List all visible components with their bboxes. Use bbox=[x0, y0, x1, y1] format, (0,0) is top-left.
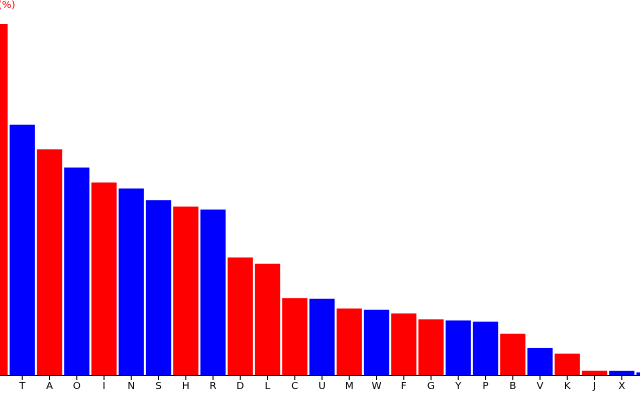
x-tick-label: R bbox=[210, 381, 217, 392]
bar bbox=[0, 23, 8, 376]
bar bbox=[9, 124, 35, 375]
bar bbox=[254, 263, 281, 375]
bar bbox=[36, 149, 63, 375]
x-tick-label: N bbox=[128, 381, 135, 392]
bar bbox=[581, 370, 608, 375]
bar bbox=[64, 167, 90, 375]
x-tick-label: V bbox=[537, 381, 544, 392]
x-tick-label: D bbox=[236, 381, 244, 392]
x-tick-label: J bbox=[592, 381, 596, 392]
bar bbox=[173, 206, 199, 375]
x-tick-label: W bbox=[372, 381, 382, 392]
x-tick-label: G bbox=[427, 381, 435, 392]
x-tick-label: X bbox=[618, 381, 625, 392]
x-tick-label: H bbox=[182, 381, 190, 392]
x-tick-label: U bbox=[318, 381, 325, 392]
bar bbox=[609, 370, 635, 375]
x-tick-label: Y bbox=[454, 381, 462, 392]
x-tick-label: L bbox=[265, 381, 271, 392]
bar bbox=[145, 200, 172, 375]
bar bbox=[636, 372, 640, 375]
x-tick-label: I bbox=[103, 381, 106, 392]
bar bbox=[418, 319, 444, 375]
bar bbox=[472, 321, 499, 375]
bar bbox=[500, 333, 526, 375]
bar bbox=[118, 188, 144, 375]
x-tick-label: T bbox=[18, 381, 26, 392]
bar bbox=[282, 298, 308, 375]
bar bbox=[391, 313, 417, 375]
x-tick-label: F bbox=[401, 381, 407, 392]
x-tick-label: K bbox=[564, 381, 571, 392]
x-tick-label: C bbox=[291, 381, 298, 392]
x-tick-label: B bbox=[509, 381, 516, 392]
bar bbox=[200, 209, 226, 375]
y-axis-title: (%) bbox=[0, 0, 15, 11]
bar bbox=[91, 182, 117, 375]
x-tick-label: O bbox=[73, 381, 81, 392]
x-tick-label: M bbox=[345, 381, 354, 392]
bar bbox=[554, 353, 580, 375]
bar bbox=[227, 257, 253, 375]
x-tick-label: P bbox=[483, 381, 489, 392]
x-tick-label: S bbox=[155, 381, 161, 392]
bar bbox=[527, 347, 553, 375]
x-tick-label: A bbox=[46, 381, 53, 392]
bar bbox=[445, 320, 471, 375]
bar bbox=[309, 298, 335, 375]
bar bbox=[363, 309, 390, 375]
bar bbox=[336, 308, 362, 375]
